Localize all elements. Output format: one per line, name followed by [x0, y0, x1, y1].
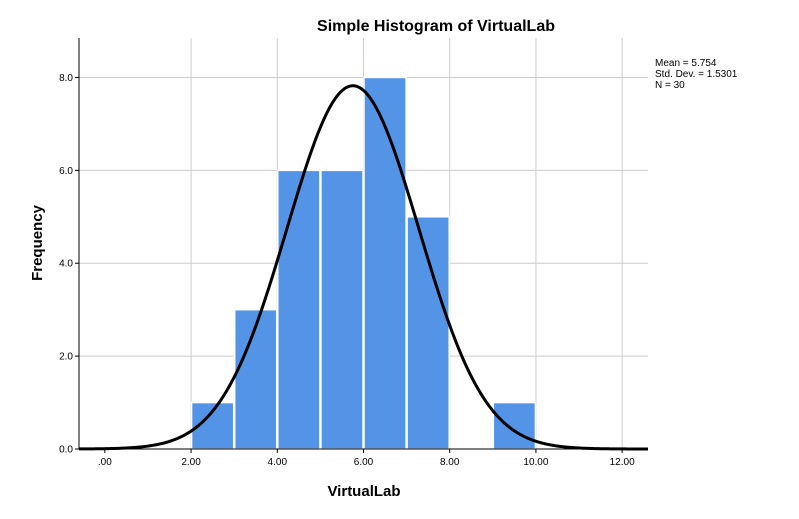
- x-tick-label: 12.00: [610, 457, 635, 468]
- x-tick-label: 6.00: [354, 457, 374, 468]
- y-tick-label: 2.0: [59, 352, 73, 363]
- stats-n: N = 30: [655, 80, 685, 91]
- y-axis-label: Frequency: [29, 204, 46, 281]
- normal-curve: [79, 84, 648, 451]
- x-tick-label: 2.00: [181, 457, 201, 468]
- y-tick-label: 0.0: [59, 445, 73, 456]
- histogram-bar: [492, 401, 537, 450]
- y-tick-label: 8.0: [59, 73, 73, 84]
- stats-box: Mean = 5.754 Std. Dev. = 1.5301 N = 30: [655, 58, 737, 91]
- stats-mean: Mean = 5.754: [655, 58, 717, 69]
- y-tick-label: 6.0: [59, 166, 73, 177]
- histogram-bar: [233, 308, 278, 450]
- histogram-bar: [277, 169, 321, 450]
- stats-std-dev: Std. Dev. = 1.5301: [655, 69, 738, 80]
- x-tick-label: 4.00: [268, 457, 288, 468]
- chart-title: Simple Histogram of VirtualLab: [317, 18, 555, 35]
- histogram-bar: [406, 216, 450, 450]
- x-tick-label: .00: [98, 457, 112, 468]
- y-tick-label: 4.0: [59, 259, 73, 270]
- x-tick-label: 10.00: [523, 457, 548, 468]
- x-axis-label: VirtualLab: [327, 483, 400, 500]
- x-tick-label: 8.00: [440, 457, 460, 468]
- histogram-bar: [363, 76, 407, 450]
- histogram-bar: [320, 169, 364, 450]
